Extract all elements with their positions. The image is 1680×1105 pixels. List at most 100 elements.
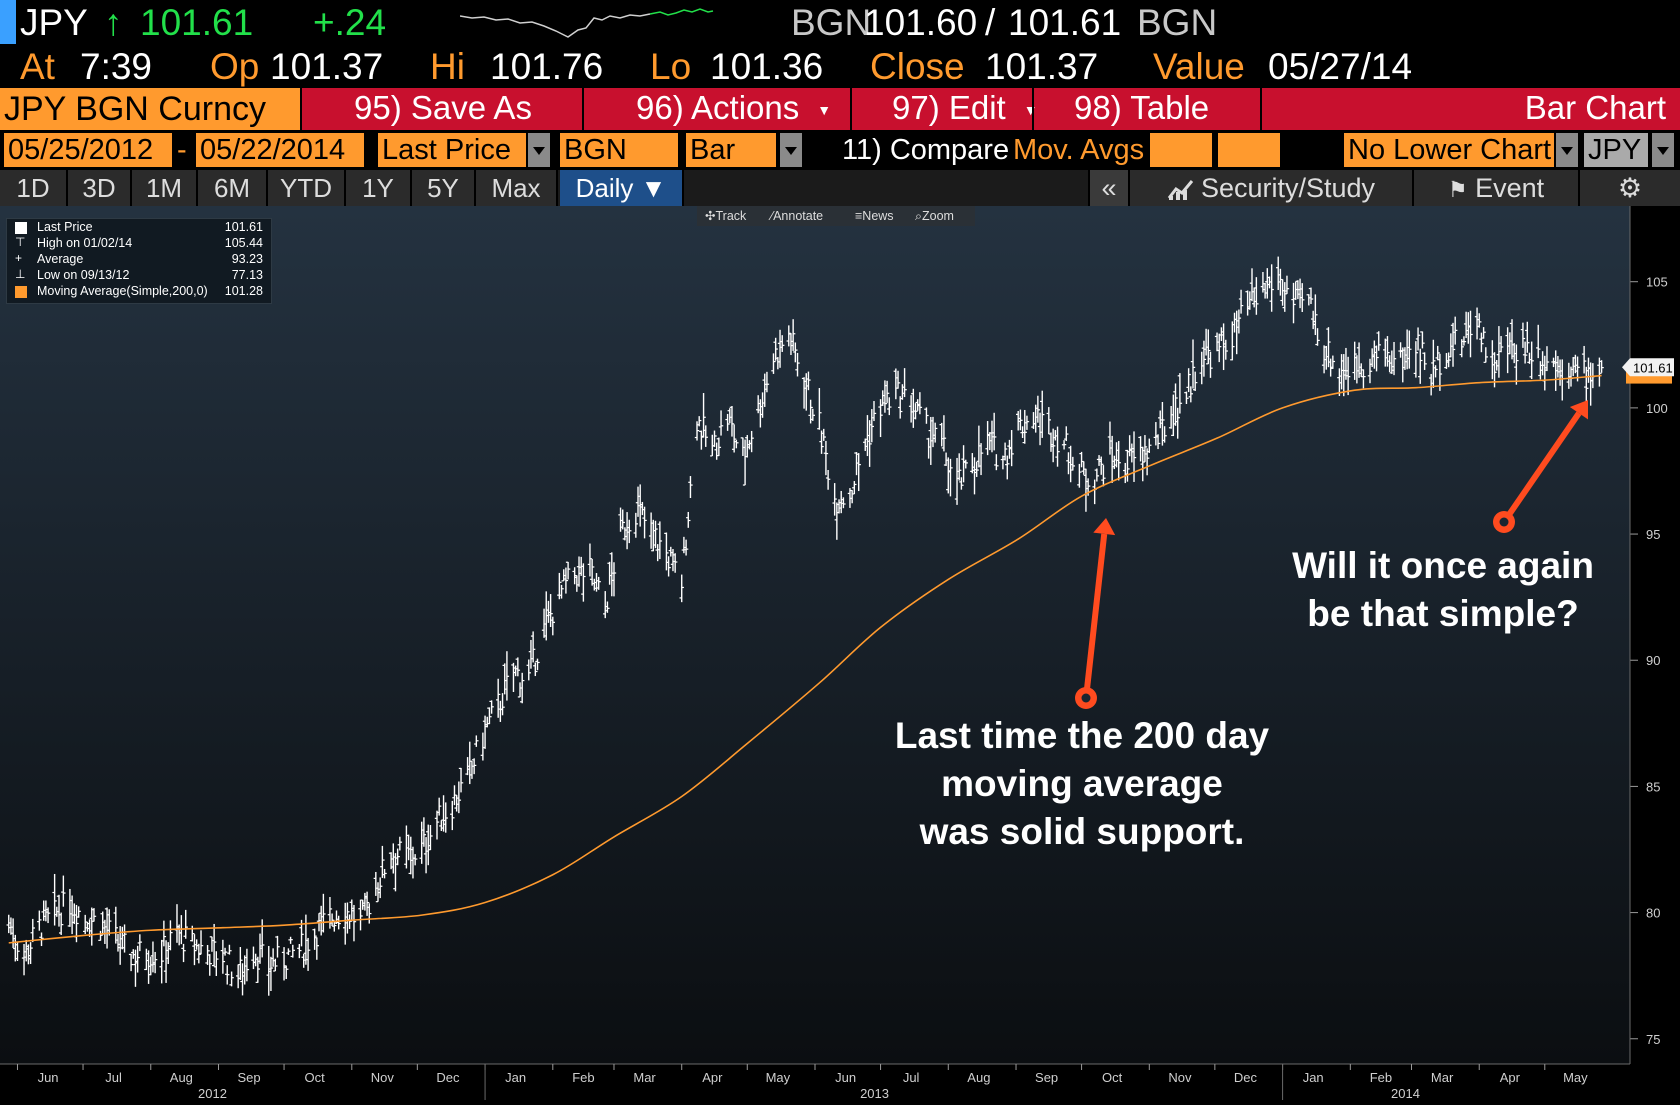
price-bar [1453,316,1458,345]
legend-high: ⊤ High on 01/02/14 105.44 [7,235,271,252]
price-bar [898,396,903,419]
price-bar [1315,328,1320,346]
price-bar [275,935,280,958]
currency-select[interactable]: JPY [1584,133,1648,167]
price-bar [596,576,601,590]
price-bar [1188,386,1194,403]
collapse-button[interactable]: « [1088,170,1128,206]
chart-legend: Last Price 101.61 ⊤ High on 01/02/14 105… [6,218,272,304]
price-bar [664,532,669,571]
field-select[interactable]: Last Price [378,133,526,167]
edit-menu[interactable]: 97) Edit ▼ [850,88,1038,130]
flag-icon: ⚑ [1447,177,1468,202]
tab-1y[interactable]: 1Y [346,170,412,206]
track-tool[interactable]: ✣ Track [705,206,746,226]
currency-dropdown-icon[interactable] [1652,133,1674,167]
price-bar [225,965,230,985]
security-field[interactable]: JPY BGN Curncy [0,88,300,130]
event-button[interactable]: ⚑ Event [1412,170,1578,206]
mov-avgs-button[interactable]: Mov. Avgs [1013,134,1145,166]
tab-max[interactable]: Max [476,170,558,206]
y-tick-label: 90 [1646,653,1660,668]
price-bar [1483,347,1488,363]
gear-icon[interactable]: ⚙ [1578,170,1680,206]
style-dropdown-icon[interactable] [780,133,802,167]
price-bar [28,942,33,964]
price-bar [1055,426,1060,467]
price-bar [1374,345,1379,372]
price-bar [1313,294,1318,336]
price-bar [884,380,890,403]
tab-6m[interactable]: 6M [198,170,268,206]
price-bar [550,616,556,636]
price-bar [1175,407,1180,439]
zoom-tool[interactable]: ⌕ Zoom [915,206,954,226]
price-bar [161,920,167,947]
price-bar [535,658,540,671]
table-button[interactable]: 98) Table [1032,88,1260,130]
price-bar [436,797,442,816]
price-bar [421,817,427,847]
price-bar [351,904,357,942]
lower-chart-dropdown-icon[interactable] [1556,133,1578,167]
price-bar [1520,322,1526,348]
annotate-tool[interactable]: ⁄ Annotate [771,206,823,226]
bid-ask-separator: / [985,2,996,43]
actions-menu[interactable]: 96) Actions ▼ [582,88,850,130]
tab-3d[interactable]: 3D [68,170,132,206]
price-bar [1284,275,1290,294]
news-tool[interactable]: ≡ News [855,206,894,226]
legend-value: 93.23 [231,252,263,266]
price-bars [6,256,1604,996]
price-bar [336,915,341,930]
price-bar [1597,357,1602,387]
price-bar [1125,449,1130,482]
price-bar [1450,322,1456,367]
x-tick-label: Jan [505,1070,526,1085]
price-bar [229,971,234,987]
frequency-select[interactable]: Daily ▼ [560,170,684,206]
chart-toolbar: ✣ Track ⁄ Annotate ≡ News ⌕ Zoom [697,206,975,226]
x-tick-label: Oct [305,1070,326,1085]
y-tick-label: 95 [1646,527,1660,542]
price-bar [1061,440,1067,450]
average-marker-icon: + [15,251,23,265]
price-bar [734,439,739,449]
price-bar [1367,358,1373,384]
mov-avg-slot-1[interactable] [1150,133,1212,167]
price-bar [456,781,462,814]
save-as-button[interactable]: 95) Save As [300,88,582,130]
tab-1d[interactable]: 1D [0,170,68,206]
lower-chart-select[interactable]: No Lower Chart [1344,133,1554,167]
security-study-label: Security/Study [1200,173,1376,203]
command-cursor[interactable] [0,0,16,44]
ask-source: BGN [1137,2,1218,43]
x-tick-label: Dec [1234,1070,1258,1085]
edit-label: 97) Edit [892,89,1006,126]
mov-avg-slot-2[interactable] [1218,133,1280,167]
compare-button[interactable]: 11) Compare [842,134,1010,166]
security-study-button[interactable]: Security/Study [1128,170,1412,206]
high-marker-icon: ⊤ [15,235,26,249]
tab-5y[interactable]: 5Y [412,170,476,206]
chart-svg[interactable]: 75 80 85 90 95 100 105 101.61 Jun Jul Aug Sep Oct No… [0,206,1680,1101]
price-bar [1352,341,1357,380]
price-bar [1230,321,1235,361]
price-bar [941,415,947,452]
price-bar [1536,324,1541,359]
tab-ytd[interactable]: YTD [268,170,346,206]
tab-1m[interactable]: 1M [132,170,198,206]
price-chart[interactable]: 75 80 85 90 95 100 105 101.61 Jun Jul Aug Sep Oct No… [0,206,1680,1101]
field-dropdown-icon[interactable] [528,133,550,167]
price-bar [627,519,632,544]
price-bar [290,944,295,958]
price-bar [1050,428,1056,463]
price-bar [696,416,702,427]
end-date-input[interactable]: 05/22/2014 [196,133,364,167]
price-bar [428,825,433,851]
price-bar [312,928,317,950]
price-bar [688,476,693,499]
start-date-input[interactable]: 05/25/2012 [4,133,172,167]
style-select[interactable]: Bar [686,133,776,167]
source-input[interactable]: BGN [560,133,678,167]
